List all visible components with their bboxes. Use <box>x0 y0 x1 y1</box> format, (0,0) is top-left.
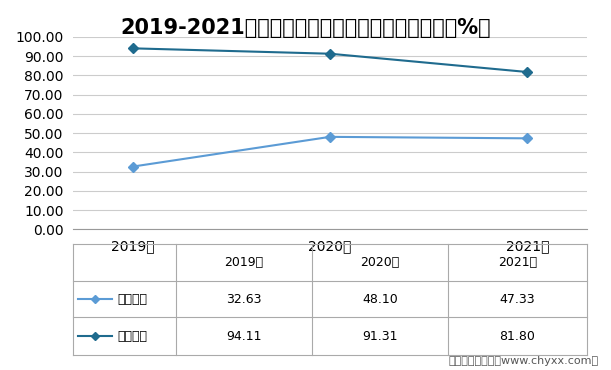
Text: 32.63: 32.63 <box>226 293 262 306</box>
Text: 制图：智研咨询（www.chyxx.com）: 制图：智研咨询（www.chyxx.com） <box>448 356 599 366</box>
Text: 2019-2021年两家企业太阳能电池背板业务占比（%）: 2019-2021年两家企业太阳能电池背板业务占比（%） <box>120 18 491 38</box>
Text: 91.31: 91.31 <box>362 330 398 343</box>
Text: 81.80: 81.80 <box>499 330 535 343</box>
Text: 47.33: 47.33 <box>499 293 535 306</box>
Text: 明冠新材: 明冠新材 <box>117 330 147 343</box>
Text: 2019年: 2019年 <box>224 256 263 269</box>
Text: 2021年: 2021年 <box>498 256 537 269</box>
Text: 2020年: 2020年 <box>360 256 400 269</box>
Text: 48.10: 48.10 <box>362 293 398 306</box>
Text: 94.11: 94.11 <box>226 330 262 343</box>
Text: 乐凯胶片: 乐凯胶片 <box>117 293 147 306</box>
